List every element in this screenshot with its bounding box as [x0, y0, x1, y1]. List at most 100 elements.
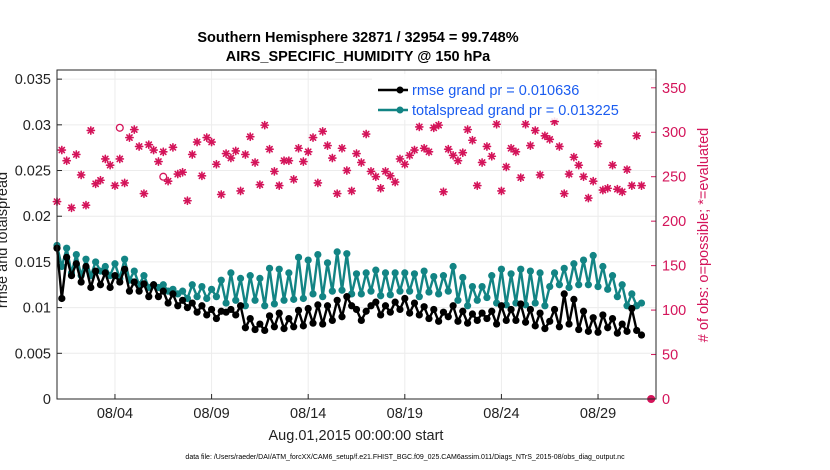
totalspread-point: [381, 269, 390, 277]
totalspread-point: [550, 269, 559, 277]
obs-evaluated-marker: [487, 151, 497, 161]
obs-evaluated-marker: [289, 174, 299, 184]
rmse-point: [468, 310, 477, 318]
obs-evaluated-marker: [617, 187, 627, 197]
obs-evaluated-marker: [178, 167, 187, 177]
obs-evaluated-marker: [366, 166, 376, 176]
rmse-point: [275, 309, 283, 317]
obs-evaluated-marker: [187, 150, 197, 159]
obs-evaluated-marker: [236, 186, 245, 196]
rmse-point: [67, 272, 76, 280]
totalspread-point: [178, 287, 187, 295]
obs-evaluated-marker: [347, 186, 357, 196]
obs-evaluated-marker: [67, 203, 76, 213]
rmse-point: [541, 325, 549, 333]
totalspread-point: [594, 282, 602, 291]
obs-evaluated-marker: [356, 158, 366, 167]
y-tick-label: 0.015: [15, 255, 51, 271]
obs-evaluated-marker: [342, 166, 352, 175]
obs-evaluated-marker: [535, 170, 545, 180]
y-axis-label: rmse and totalspread: [0, 172, 11, 308]
rmse-point: [338, 313, 346, 321]
obs-evaluated-marker: [86, 126, 96, 135]
totalspread-point: [203, 294, 211, 303]
rmse-point: [319, 320, 327, 328]
totalspread-point: [256, 274, 264, 282]
totalspread-point: [560, 264, 568, 272]
rmse-point: [290, 323, 298, 331]
rmse-point: [381, 302, 390, 310]
obs-evaluated-marker: [521, 119, 530, 129]
totalspread-point: [608, 272, 617, 280]
rmse-point: [439, 308, 448, 316]
y2-tick-label: 300: [662, 125, 686, 141]
obs-evaluated-marker: [376, 183, 386, 193]
y-tick-label: 0.005: [15, 346, 51, 362]
totalspread-point: [207, 285, 216, 293]
rmse-point: [628, 304, 636, 313]
totalspread-point: [536, 269, 544, 277]
totalspread-point: [275, 265, 283, 273]
obs-evaluated-marker: [96, 175, 105, 185]
totalspread-point: [101, 262, 109, 271]
y-tick-label: 0.01: [23, 301, 51, 317]
y2-tick-label: 350: [662, 81, 686, 97]
obs-evaluated-marker: [424, 147, 434, 157]
obs-evaluated-marker: [139, 189, 149, 198]
rmse-point: [159, 287, 167, 295]
rmse-point: [521, 318, 530, 326]
totalspread-point: [507, 270, 515, 278]
chart-title: Southern Hemisphere 32871 / 32954 = 99.7…: [197, 30, 518, 46]
rmse-point: [261, 326, 269, 335]
obs-evaluated-marker: [163, 176, 173, 186]
obs-evaluated-marker: [361, 129, 371, 139]
obs-evaluated-marker: [506, 143, 516, 153]
totalspread-point: [372, 266, 380, 274]
obs-evaluated-marker: [260, 120, 270, 130]
obs-evaluated-marker: [497, 186, 506, 196]
obs-evaluated-marker: [120, 178, 130, 188]
rmse-point: [406, 309, 414, 317]
obs-evaluated-marker: [303, 147, 313, 157]
obs-evaluated-marker: [410, 145, 419, 155]
rmse-point: [464, 319, 472, 327]
legend-box: [372, 74, 650, 120]
totalspread-point: [613, 293, 621, 301]
obs-evaluated-marker: [593, 139, 603, 149]
rmse-point: [459, 307, 467, 315]
totalspread-point: [435, 290, 443, 298]
obs-evaluated-marker: [414, 122, 424, 132]
x-tick-label: 08/14: [290, 406, 326, 422]
obs-evaluated-marker: [255, 180, 265, 190]
obs-evaluated-marker: [226, 153, 236, 163]
rmse-point: [265, 312, 274, 320]
obs-evaluated-marker: [265, 144, 274, 154]
totalspread-point: [497, 265, 506, 273]
rmse-point: [623, 327, 631, 335]
totalspread-point: [92, 258, 100, 266]
totalspread-point: [338, 286, 346, 294]
obs-evaluated-marker: [81, 200, 91, 210]
rmse-point: [517, 300, 525, 308]
rmse-point: [106, 283, 114, 292]
rmse-point: [299, 322, 307, 330]
rmse-point: [77, 278, 85, 286]
rmse-point: [174, 302, 182, 310]
obs-evaluated-marker: [149, 145, 159, 155]
obs-evaluated-marker: [579, 172, 588, 182]
y2-tick-label: 0: [662, 392, 670, 408]
obs-evaluated-marker: [231, 146, 241, 156]
data-file-footer: data file: /Users/raeder/DAI/ATM_forcXX/…: [185, 454, 625, 461]
rmse-point: [526, 305, 535, 314]
rmse-point: [232, 311, 240, 319]
rmse-point: [87, 283, 95, 292]
rmse-point: [435, 317, 443, 325]
totalspread-point: [246, 272, 254, 280]
obs-evaluated-marker: [622, 165, 632, 174]
totalspread-point: [265, 264, 274, 272]
totalspread-point: [130, 267, 138, 275]
right-y-axis-ticks: 0 50 100 150 200 250 300 350: [651, 81, 686, 408]
obs-evaluated-marker: [516, 173, 526, 182]
obs-evaluated-marker: [463, 125, 473, 134]
